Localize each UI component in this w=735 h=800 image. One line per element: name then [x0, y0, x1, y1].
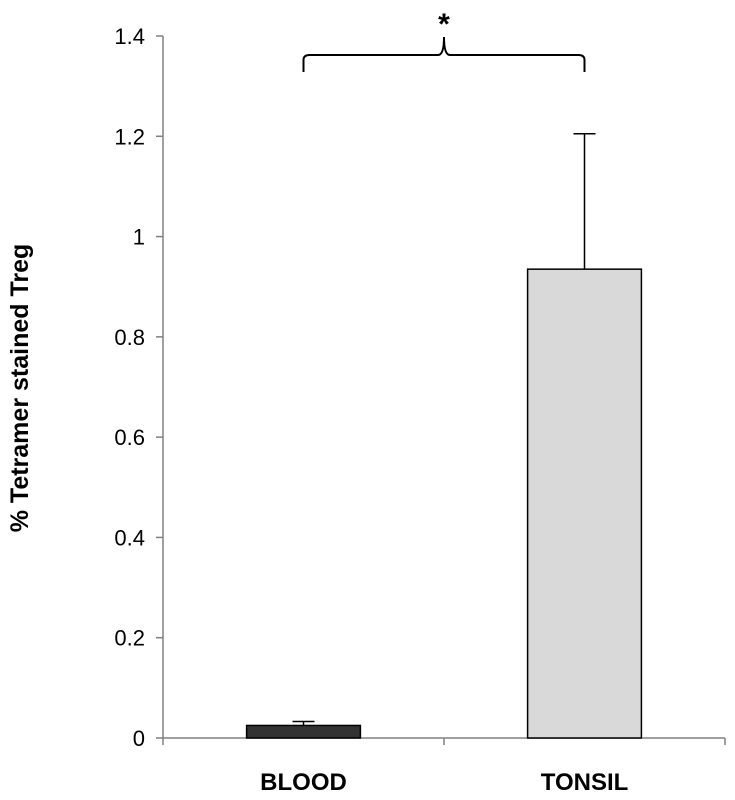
y-tick-label: 1 [133, 225, 145, 250]
category-label-blood: BLOOD [260, 769, 347, 796]
y-tick-label: 0.2 [114, 626, 145, 651]
bar-blood [245, 724, 362, 739]
y-tick-label: 0 [133, 726, 145, 751]
y-axis-title: % Tetramer stained Treg [6, 244, 34, 533]
significance-brace [302, 36, 586, 72]
category-label-tonsil: TONSIL [541, 769, 629, 796]
significance-asterisk: * [438, 8, 450, 41]
y-tick-label: 1.2 [114, 124, 145, 149]
bars: BLOOD TONSIL [245, 133, 643, 796]
x-axis [162, 737, 726, 745]
y-tick-label: 0.8 [114, 325, 145, 350]
bar-tonsil [526, 268, 643, 739]
y-tick-label: 0.4 [114, 525, 145, 550]
y-tick-label: 1.4 [114, 24, 145, 49]
y-axis: 0 0.2 0.4 0.6 0.8 1 1.2 1.4 [114, 24, 164, 751]
y-tick-label: 0.6 [114, 425, 145, 450]
significance-annotation: * [302, 8, 586, 72]
